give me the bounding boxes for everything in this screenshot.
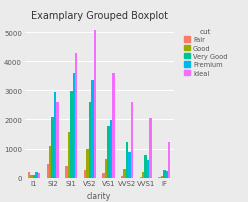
Bar [142,172,145,178]
X-axis label: clarity: clarity [87,191,111,200]
Title: Examplary Grouped Boxplot: Examplary Grouped Boxplot [31,11,168,21]
Bar [147,160,149,178]
Bar [65,166,68,178]
Bar [165,171,168,178]
Bar [84,170,86,178]
Bar [54,92,56,178]
Bar [35,172,38,178]
Bar [28,172,31,178]
Bar [47,164,49,178]
Bar [102,173,105,178]
Bar [163,170,165,178]
Bar [38,174,40,178]
Bar [75,54,77,178]
Bar [110,120,112,178]
Bar [70,91,72,178]
Bar [121,176,124,178]
Bar [161,176,163,178]
Bar [56,102,59,178]
Bar [145,155,147,178]
Bar [33,175,35,178]
Bar [52,117,54,178]
Bar [140,177,142,178]
Bar [86,149,89,178]
Legend: Fair, Good, Very Good, Premium, Ideal: Fair, Good, Very Good, Premium, Ideal [183,27,229,78]
Bar [89,103,91,178]
Bar [31,175,33,178]
Bar [105,159,107,178]
Bar [72,74,75,178]
Bar [131,102,133,178]
Bar [168,143,170,178]
Bar [124,169,126,178]
Bar [49,146,52,178]
Bar [91,81,93,178]
Bar [112,74,115,178]
Bar [93,31,96,178]
Bar [149,118,152,178]
Bar [128,153,131,178]
Bar [126,142,128,178]
Bar [107,126,110,178]
Bar [68,133,70,178]
